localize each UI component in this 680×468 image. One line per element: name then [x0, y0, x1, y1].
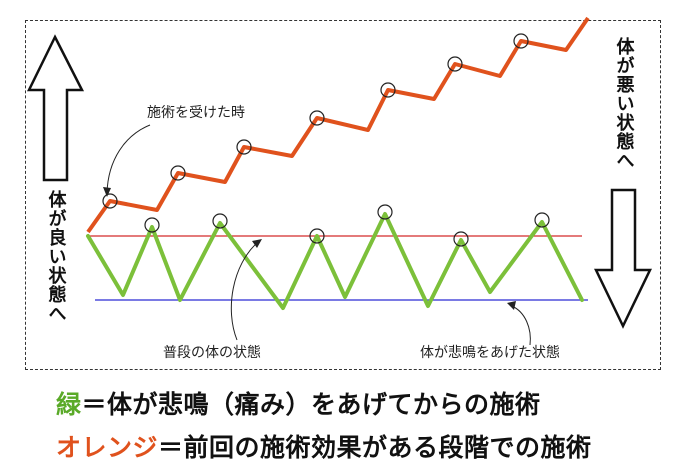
crying-state-arrowhead: [507, 301, 516, 310]
treatment-marker: [236, 139, 252, 155]
green-legend: 緑＝体が悲鳴（痛み）をあげてからの施術: [56, 385, 541, 421]
normal-state-pointer: [230, 241, 259, 341]
treatment-marker: [309, 228, 325, 244]
green-zigzag-line: [86, 212, 584, 310]
orange-legend-text: ＝前回の施術効果がある段階での施術: [158, 433, 592, 462]
treatment-marker: [102, 193, 118, 209]
orange-treatment-markers: [102, 33, 529, 209]
bad-direction-label: 体が悪い状態へ: [614, 36, 635, 170]
treatment-marker: [513, 33, 529, 49]
normal-state-label: 普段の体の状態: [163, 345, 261, 361]
diagram-frame: [25, 20, 661, 370]
treatment-marker: [453, 231, 469, 247]
crying-state-pointer: [511, 305, 531, 346]
orange-legend-key: オレンジ: [56, 433, 159, 462]
treatment-marker: [447, 56, 463, 72]
treatment-marker: [309, 110, 325, 126]
orange-legend: オレンジ＝前回の施術効果がある段階での施術: [56, 428, 592, 464]
normal-state-arrowhead: [252, 239, 262, 248]
treatment-marker: [534, 212, 550, 228]
treatment-time-pointer: [106, 124, 151, 194]
treatment-marker: [170, 165, 186, 181]
green-legend-text: ＝体が悲鳴（痛み）をあげてからの施術: [81, 390, 541, 419]
orange-staircase-line: [86, 16, 590, 234]
crying-state-label: 体が悲鳴をあげた状態: [420, 344, 560, 361]
green-treatment-markers: [144, 204, 550, 247]
treatment-marker: [377, 204, 393, 220]
bad-direction-arrow-icon: [594, 188, 652, 329]
treatment-time-arrowhead: [103, 187, 111, 197]
green-legend-key: 緑: [56, 390, 82, 419]
good-direction-arrow-icon: [26, 34, 85, 182]
treatment-time-label: 施術を受けた時: [147, 105, 245, 121]
treatment-marker: [380, 82, 396, 98]
treatment-marker: [212, 213, 228, 229]
treatment-marker: [144, 217, 160, 233]
good-direction-label: 体が良い状態へ: [46, 189, 67, 323]
